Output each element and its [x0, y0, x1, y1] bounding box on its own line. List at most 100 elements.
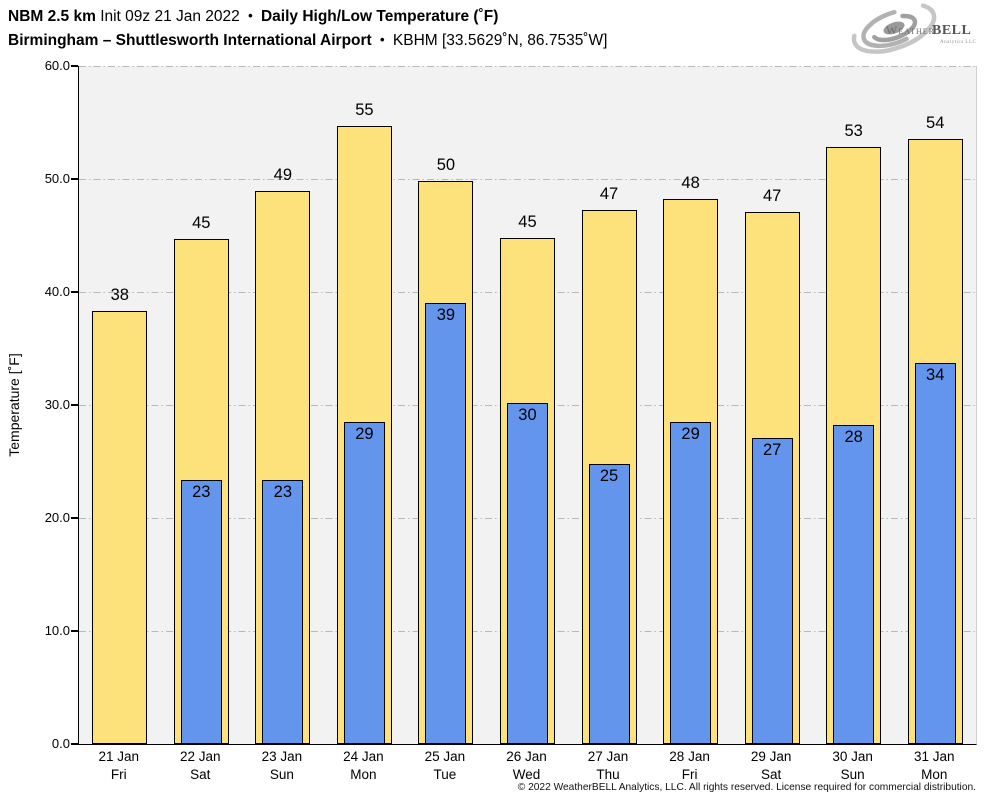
station-name: Birmingham – Shuttlesworth International…: [8, 32, 372, 49]
high-value-label: 50: [436, 156, 456, 175]
product-title: Daily High/Low Temperature (˚F): [260, 8, 499, 25]
x-tick-date: 28 Jan: [669, 749, 710, 764]
y-tick-label: 20.0: [44, 510, 70, 525]
copyright-text: © 2022 WeatherBELL Analytics, LLC. All r…: [517, 782, 976, 793]
x-tick-day: Sat: [190, 766, 211, 782]
high-value-label: 47: [762, 186, 782, 205]
y-tick-label: 50.0: [44, 171, 70, 186]
x-tick-day: Sun: [269, 766, 294, 782]
x-tick-day: Tue: [433, 766, 457, 782]
y-tick-label: 40.0: [44, 284, 70, 299]
high-value-label: 45: [518, 212, 537, 231]
x-tick-date: 27 Jan: [587, 749, 629, 764]
plot-area: 38 45 23 49 23 55 29 50 39 45 30 47 25 48 29 47 27 53 28 54…: [78, 65, 977, 745]
weatherbell-logo: Weather BELL Analytics LLC: [851, 2, 977, 54]
x-tick-day: Wed: [512, 766, 541, 782]
x-tick-day: Fri: [681, 766, 698, 782]
x-tick-date: 31 Jan: [913, 749, 955, 764]
y-tick-mark: [71, 404, 78, 406]
low-temp-bar: [751, 437, 793, 744]
y-tick-mark: [71, 630, 78, 632]
low-temp-bar: [425, 303, 467, 744]
x-tick-day: Sat: [760, 766, 782, 782]
logo-text-weather: Weather: [886, 23, 935, 37]
low-temp-bar: [507, 402, 548, 744]
x-tick-date: 22 Jan: [180, 749, 221, 764]
y-tick-mark: [71, 178, 78, 180]
high-value-label: 47: [599, 184, 619, 203]
high-value-label: 48: [681, 174, 700, 193]
y-tick-label: 10.0: [44, 623, 70, 638]
x-tick-day: Thu: [596, 766, 620, 782]
separator-dot: •: [380, 32, 385, 47]
low-temp-bar: [180, 479, 222, 744]
high-value-label: 38: [110, 286, 129, 305]
low-value-label: 34: [926, 366, 945, 385]
gridline: [79, 65, 976, 67]
x-tick-day: Mon: [350, 766, 377, 782]
low-value-label: 28: [844, 428, 863, 447]
y-tick-mark: [71, 517, 78, 519]
gridline: [79, 178, 976, 180]
y-tick-label: 30.0: [44, 397, 70, 412]
y-tick-label: 60.0: [44, 58, 70, 73]
low-temp-bar: [670, 421, 712, 744]
x-tick-label: 28 Jan Fri: [649, 748, 731, 783]
station-id: KBHM [33.5629˚N, 86.7535˚W]: [392, 32, 608, 49]
low-value-label: 23: [273, 482, 293, 501]
y-tick-mark: [71, 291, 78, 293]
logo-text-bell: BELL: [932, 23, 971, 38]
high-temp-bar: [92, 311, 148, 744]
high-value-label: 55: [355, 100, 374, 119]
x-tick-label: 23 Jan Sun: [241, 748, 323, 783]
x-tick-date: 23 Jan: [261, 749, 303, 764]
y-tick-label: 0.0: [51, 736, 70, 751]
low-temp-bar: [588, 463, 630, 744]
x-tick-date: 26 Jan: [506, 749, 547, 764]
init-time: Init 09z 21 Jan 2022: [100, 8, 240, 25]
x-tick-label: 22 Jan Sat: [160, 748, 242, 783]
x-tick-date: 29 Jan: [750, 749, 792, 764]
x-tick-day: Sun: [840, 766, 865, 782]
x-tick-label: 25 Jan Tue: [404, 748, 486, 783]
low-temp-bar: [833, 425, 875, 744]
low-temp-bar: [343, 421, 385, 744]
low-value-label: 27: [762, 440, 782, 459]
separator-dot: •: [248, 8, 253, 23]
low-value-label: 23: [192, 482, 211, 501]
high-value-label: 45: [192, 213, 211, 232]
low-value-label: 25: [599, 466, 619, 485]
x-tick-label: 24 Jan Mon: [323, 748, 405, 783]
x-tick-date: 24 Jan: [343, 749, 384, 764]
y-tick-mark: [71, 65, 78, 67]
x-tick-date: 21 Jan: [98, 749, 140, 764]
x-tick-label: 31 Jan Mon: [893, 748, 975, 783]
y-tick-mark: [71, 743, 78, 745]
chart-header: NBM 2.5 km Init 09z 21 Jan 2022 • Daily …: [8, 4, 607, 52]
title-line-2: Birmingham – Shuttlesworth International…: [8, 28, 607, 52]
y-axis-title: Temperature [˚F]: [6, 353, 22, 457]
high-value-label: 49: [273, 166, 293, 185]
x-tick-label: 30 Jan Sun: [812, 748, 894, 783]
high-value-label: 54: [926, 114, 945, 133]
low-value-label: 39: [436, 306, 456, 325]
x-tick-date: 25 Jan: [424, 749, 466, 764]
low-temp-bar: [262, 479, 304, 744]
x-tick-day: Mon: [921, 766, 948, 782]
low-value-label: 30: [518, 405, 537, 424]
low-value-label: 29: [681, 424, 700, 443]
logo-subtext: Analytics LLC: [940, 40, 977, 45]
x-tick-label: 29 Jan Sat: [730, 748, 812, 783]
hurricane-swirl-icon: [851, 2, 937, 54]
low-value-label: 29: [355, 424, 374, 443]
x-tick-day: Fri: [110, 766, 127, 782]
low-temp-bar: [914, 363, 956, 744]
x-tick-date: 30 Jan: [832, 749, 873, 764]
x-tick-label: 21 Jan Fri: [78, 748, 160, 783]
title-line-1: NBM 2.5 km Init 09z 21 Jan 2022 • Daily …: [8, 4, 607, 28]
model-name: NBM 2.5 km: [8, 8, 96, 25]
x-tick-label: 27 Jan Thu: [567, 748, 649, 783]
high-value-label: 53: [844, 122, 863, 141]
x-tick-label: 26 Jan Wed: [486, 748, 568, 783]
